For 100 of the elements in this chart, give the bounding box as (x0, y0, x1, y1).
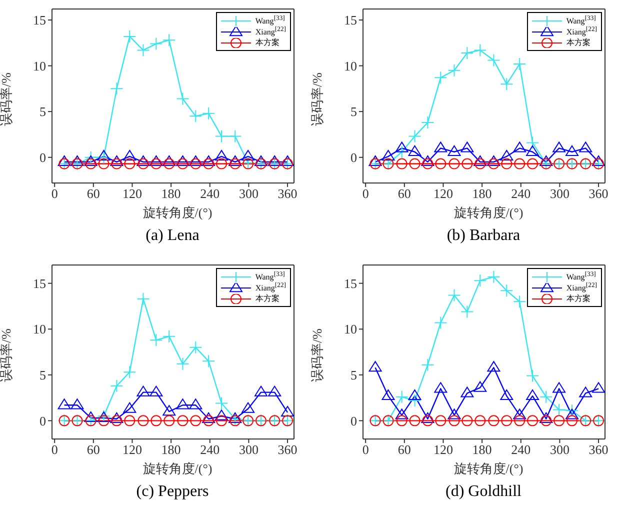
point (422, 158, 434, 170)
point (84, 150, 98, 164)
point (150, 158, 162, 170)
point (123, 402, 136, 413)
point (216, 415, 228, 426)
point (368, 361, 382, 372)
point (136, 386, 150, 396)
point (84, 411, 98, 422)
point (527, 415, 538, 426)
legend-label: Xiang$^{[22]}$ (566, 26, 597, 37)
point (514, 158, 526, 170)
x-tick-label: 120 (122, 442, 142, 458)
point (164, 158, 175, 170)
y-tick-label: 5 (40, 368, 46, 383)
y-tick-label: 5 (350, 104, 357, 120)
point (110, 412, 124, 423)
point (242, 402, 255, 413)
x-tick-label: 0 (362, 442, 369, 458)
point (592, 155, 605, 166)
point (513, 142, 526, 152)
x-tick-label: 0 (362, 186, 369, 202)
point (382, 389, 395, 400)
point (150, 415, 162, 426)
point (58, 155, 71, 166)
x-tick-label: 60 (398, 186, 411, 202)
point (474, 44, 487, 57)
point (254, 155, 268, 166)
x-tick-label: 240 (200, 186, 220, 202)
text: (d) Goldhill (444, 483, 522, 501)
point (422, 415, 434, 426)
point (215, 410, 228, 420)
point (203, 158, 214, 170)
point (176, 92, 190, 106)
legend-label: 本方案 (255, 293, 280, 304)
point (228, 412, 242, 423)
point (487, 54, 500, 67)
x-tick-label: 300 (238, 442, 258, 458)
point (228, 412, 242, 426)
point (111, 158, 122, 170)
x-tick-label: 300 (238, 186, 258, 202)
point (421, 116, 434, 130)
y-tick-label: 0 (350, 413, 357, 428)
point (540, 155, 553, 166)
point (230, 415, 241, 426)
point (460, 305, 474, 318)
point (434, 71, 448, 84)
point (70, 398, 84, 410)
point (162, 34, 176, 47)
point (395, 390, 408, 404)
point (123, 150, 136, 161)
point (396, 415, 408, 426)
point (474, 381, 487, 392)
point (526, 145, 540, 156)
legend-label: Wang$^{[33]}$ (566, 271, 596, 282)
point (228, 155, 242, 166)
point (408, 145, 422, 156)
point (460, 142, 474, 152)
point (552, 382, 566, 393)
point (281, 406, 294, 417)
point (123, 30, 136, 43)
point (462, 158, 473, 170)
point (592, 382, 605, 393)
point (202, 354, 216, 368)
x-axis-title: 旋转角度/(°) (452, 461, 524, 477)
point (176, 398, 190, 410)
point (514, 415, 526, 426)
y-tick-label: 10 (344, 322, 357, 337)
point (435, 415, 446, 426)
y-tick-label: 5 (40, 104, 46, 120)
point (408, 130, 422, 143)
point (434, 382, 448, 393)
point (435, 158, 446, 170)
y-tick-label: 10 (33, 322, 46, 337)
x-axis-title: 旋转角度/(°) (452, 205, 524, 221)
point (488, 415, 500, 426)
point (150, 386, 163, 396)
point (85, 158, 96, 170)
point (97, 150, 110, 161)
point (189, 110, 202, 123)
point (162, 330, 176, 343)
point (150, 155, 163, 166)
legend-label: Wang$^{[33]}$ (566, 15, 596, 26)
point (176, 155, 190, 166)
y-tick-label: 10 (344, 58, 357, 74)
point (150, 334, 163, 347)
point (215, 130, 228, 143)
point (230, 158, 241, 170)
x-tick-label: 180 (161, 186, 181, 202)
point (58, 398, 71, 410)
text: (a) Lena (144, 227, 200, 245)
x-tick-label: 60 (86, 186, 100, 202)
point (177, 158, 188, 170)
y-tick-label: 0 (40, 413, 46, 428)
point (216, 158, 228, 170)
point (242, 150, 255, 161)
point (177, 415, 188, 426)
y-tick-label: 15 (33, 276, 46, 291)
point (552, 142, 566, 152)
x-tick-label: 60 (86, 442, 100, 458)
point (190, 415, 202, 426)
